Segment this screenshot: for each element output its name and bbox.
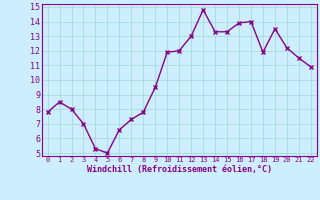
X-axis label: Windchill (Refroidissement éolien,°C): Windchill (Refroidissement éolien,°C) [87,165,272,174]
